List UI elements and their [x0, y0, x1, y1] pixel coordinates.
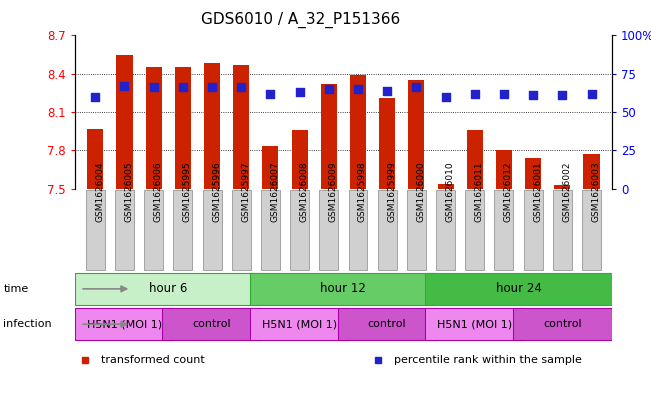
Bar [467, 130, 483, 189]
Text: infection: infection [3, 319, 52, 329]
Text: GSM1626007: GSM1626007 [270, 162, 279, 222]
Bar [437, 184, 454, 189]
Text: GSM1626004: GSM1626004 [95, 162, 104, 222]
Text: GSM1626005: GSM1626005 [124, 162, 133, 222]
Bar [379, 98, 395, 189]
Bar [378, 190, 396, 270]
Text: GSM1626003: GSM1626003 [592, 162, 600, 222]
Bar [554, 185, 570, 189]
Bar [582, 190, 601, 270]
Bar [232, 190, 251, 270]
Text: GSM1625999: GSM1625999 [387, 162, 396, 222]
Point [353, 86, 363, 92]
Text: GSM1626001: GSM1626001 [533, 162, 542, 222]
Text: GSM1625997: GSM1625997 [242, 162, 250, 222]
Text: control: control [368, 319, 406, 329]
Point [440, 94, 450, 100]
Bar [175, 67, 191, 189]
Point [119, 83, 130, 89]
Bar [144, 190, 163, 270]
Text: transformed count: transformed count [101, 355, 204, 365]
Text: GSM1626010: GSM1626010 [445, 162, 454, 222]
Text: GSM1625998: GSM1625998 [358, 162, 367, 222]
Point [499, 90, 509, 97]
Text: hour 24: hour 24 [495, 282, 542, 296]
Bar [261, 190, 280, 270]
Text: control: control [193, 319, 231, 329]
Point [557, 92, 568, 98]
Bar [465, 190, 484, 270]
Bar [348, 190, 367, 270]
Point [294, 89, 305, 95]
Point [587, 90, 597, 97]
Text: GSM1626008: GSM1626008 [299, 162, 309, 222]
Bar [117, 55, 133, 189]
Bar [525, 158, 541, 189]
Point [178, 84, 188, 91]
Point [207, 84, 217, 91]
Bar [350, 75, 366, 189]
Bar [250, 273, 437, 305]
Bar [583, 154, 600, 189]
Bar [496, 150, 512, 189]
Bar [425, 273, 612, 305]
Text: time: time [3, 284, 29, 294]
Point [411, 84, 422, 91]
Bar [407, 190, 426, 270]
Bar [75, 308, 174, 340]
Text: control: control [543, 319, 581, 329]
Text: GSM1625995: GSM1625995 [183, 162, 192, 222]
Text: GSM1626011: GSM1626011 [475, 162, 484, 222]
Bar [425, 308, 524, 340]
Point [324, 86, 334, 92]
Text: percentile rank within the sample: percentile rank within the sample [394, 355, 582, 365]
Bar [250, 308, 349, 340]
Text: H5N1 (MOI 1): H5N1 (MOI 1) [437, 319, 512, 329]
Point [382, 87, 393, 94]
Bar [436, 190, 455, 270]
Text: hour 6: hour 6 [149, 282, 187, 296]
Bar [115, 190, 134, 270]
Bar [202, 190, 221, 270]
Text: GDS6010 / A_32_P151366: GDS6010 / A_32_P151366 [201, 12, 400, 28]
Bar [233, 65, 249, 189]
Text: GSM1626012: GSM1626012 [504, 162, 513, 222]
Text: GSM1626009: GSM1626009 [329, 162, 338, 222]
Bar [290, 190, 309, 270]
Text: GSM1625996: GSM1625996 [212, 162, 221, 222]
Text: H5N1 (MOI 1): H5N1 (MOI 1) [262, 319, 337, 329]
Bar [553, 190, 572, 270]
Bar [321, 84, 337, 189]
Bar [204, 63, 220, 189]
Bar [173, 190, 192, 270]
Point [90, 94, 100, 100]
Bar [523, 190, 543, 270]
Text: GSM1626000: GSM1626000 [417, 162, 425, 222]
Bar [513, 308, 612, 340]
Bar [163, 308, 262, 340]
Point [148, 84, 159, 91]
Bar [75, 273, 262, 305]
Point [236, 84, 247, 91]
Bar [292, 130, 308, 189]
Point [469, 90, 480, 97]
Point [265, 90, 275, 97]
Text: GSM1626002: GSM1626002 [562, 162, 572, 222]
Bar [86, 190, 105, 270]
Bar [87, 129, 104, 189]
Bar [338, 308, 437, 340]
Text: hour 12: hour 12 [320, 282, 367, 296]
Bar [320, 190, 339, 270]
Bar [495, 190, 514, 270]
Bar [262, 147, 279, 189]
Text: GSM1626006: GSM1626006 [154, 162, 163, 222]
Bar [146, 67, 161, 189]
Point [528, 92, 538, 98]
Bar [408, 80, 424, 189]
Text: H5N1 (MOI 1): H5N1 (MOI 1) [87, 319, 162, 329]
